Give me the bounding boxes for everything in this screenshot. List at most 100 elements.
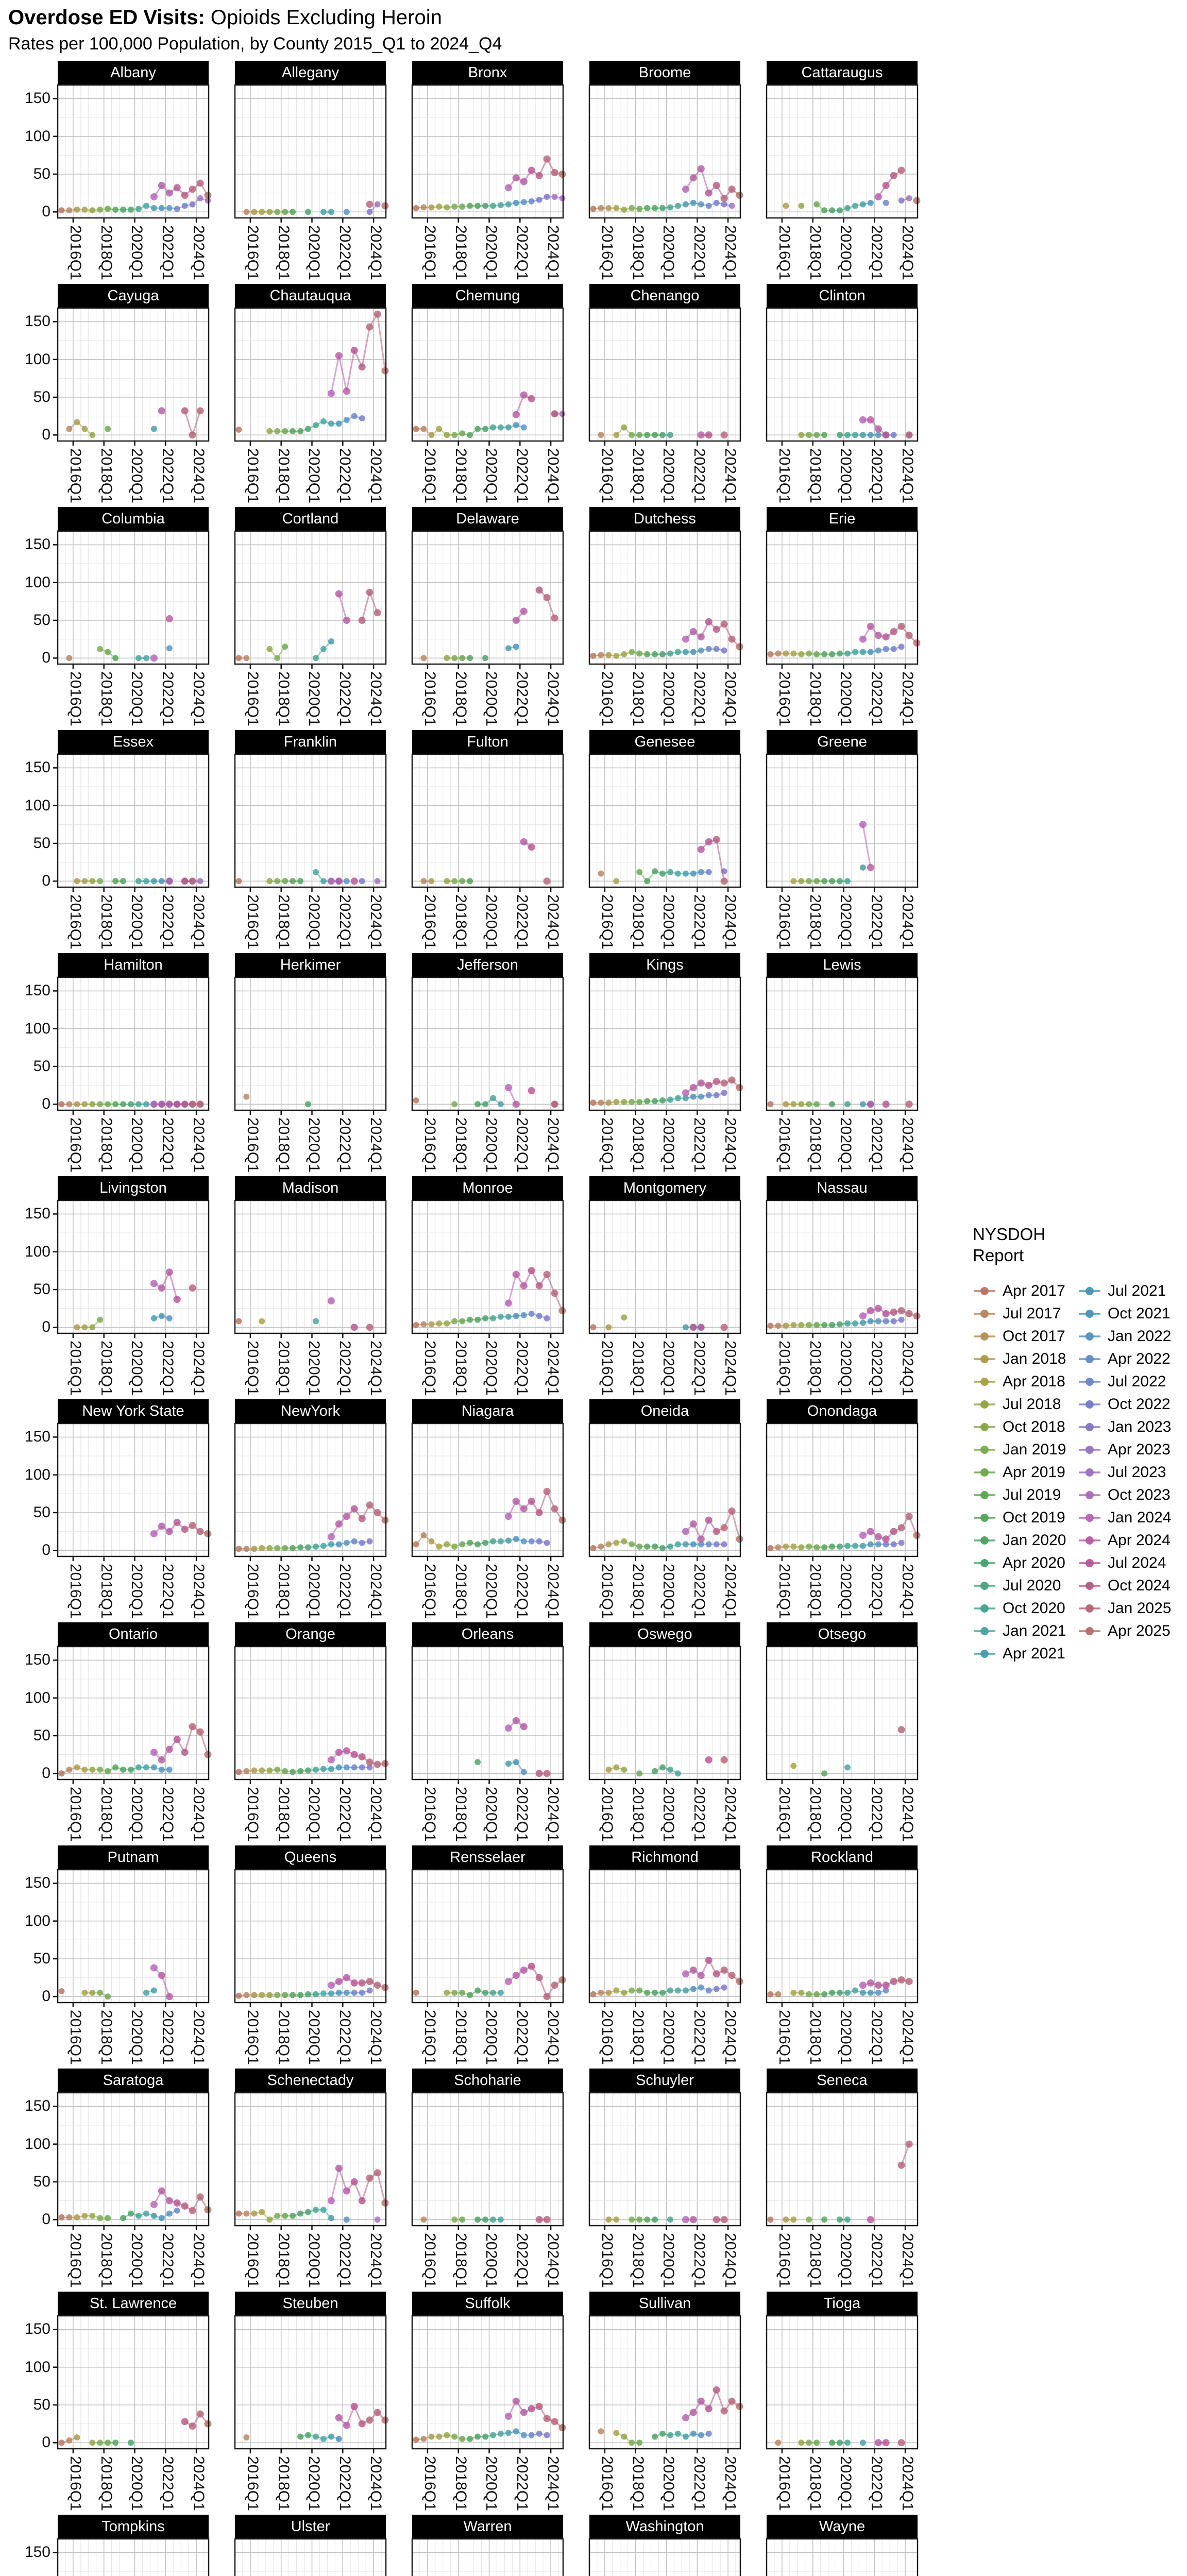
facet-strip: Columbia	[58, 507, 209, 531]
facet-strip: Allegany	[235, 61, 386, 85]
x-tick-label: 2016Q1	[66, 1564, 84, 1619]
facet-strip-label: Madison	[282, 1180, 339, 1196]
x-tick-label: 2024Q1	[722, 671, 739, 726]
legend-entry-label: Jul 2018	[1003, 1395, 1061, 1413]
x-tick-label: 2018Q1	[452, 225, 469, 280]
facet-cell-warren: Warren2016Q12018Q12020Q12022Q12024Q1	[411, 2515, 564, 2576]
facet-strip: Jefferson	[412, 953, 563, 977]
x-tick-label: 2024Q1	[545, 894, 562, 950]
legend-entry: Jul 2023	[1078, 1461, 1183, 1484]
x-tick-label: 2016Q1	[421, 1564, 438, 1619]
x-tick-label: 2016Q1	[598, 1117, 616, 1173]
facet-strip: Clinton	[767, 284, 918, 308]
legend-key-icon	[974, 1626, 995, 1635]
legend-key-icon	[1079, 1309, 1100, 1318]
facet-strip: Monroe	[412, 1176, 563, 1200]
facet-panel-plot	[234, 2538, 387, 2576]
legend-key-icon	[1079, 1490, 1100, 1499]
x-tick-label: 2024Q1	[545, 2456, 562, 2511]
x-tick-label: 2020Q1	[660, 225, 677, 280]
x-tick-label: 2016Q1	[66, 2456, 84, 2511]
facet-panel-plot	[766, 84, 921, 223]
facet-cell-monroe: Monroe 2016Q1 2018Q1 2020Q1 2022Q1 2024Q1	[411, 1176, 566, 1399]
facet-panel-plot	[411, 530, 564, 669]
x-tick-label: 2016Q1	[598, 2010, 616, 2065]
x-tick-label: 2020Q1	[837, 2456, 855, 2511]
x-tick-label: 2022Q1	[159, 894, 177, 950]
facet-panel-plot	[766, 1646, 919, 1784]
x-tick-label: 2020Q1	[483, 2010, 500, 2065]
legend-entry: Oct 2021	[1078, 1302, 1183, 1325]
x-tick-label: 2020Q1	[483, 671, 500, 726]
legend-key-icon	[1079, 1445, 1100, 1454]
legend-entry-label: Jan 2022	[1108, 1327, 1172, 1345]
x-tick-label: 2018Q1	[806, 1117, 824, 1173]
facet-panel-plot	[234, 2092, 389, 2230]
x-tick-label: 2016Q1	[598, 671, 616, 726]
x-tick-label: 2016Q1	[421, 2010, 438, 2065]
facet-panel-plot	[766, 530, 921, 669]
x-tick-label: 2016Q1	[244, 2233, 261, 2288]
legend-entry-label: Jan 2024	[1108, 1509, 1172, 1526]
facet-strip: Otsego	[767, 1622, 918, 1647]
facet-strip: Richmond	[589, 1845, 740, 1870]
facet-strip: Saratoga	[58, 2069, 209, 2093]
y-tick-label: 0	[42, 1318, 50, 1336]
facet-strip: Fulton	[412, 730, 563, 754]
legend-key-icon	[974, 1309, 995, 1318]
facet-panel-plot	[411, 1199, 566, 1338]
facet-cell-chenango: Chenango 2016Q1 2018Q1 2020Q1 2022Q1 2024Q1	[588, 284, 741, 507]
x-tick-label: 2018Q1	[452, 2456, 469, 2511]
x-tick-label: 2022Q1	[868, 671, 886, 726]
x-tick-label: 2016Q1	[244, 2456, 261, 2511]
x-tick-label: 2020Q1	[128, 1117, 146, 1173]
legend-key-icon	[974, 1354, 995, 1363]
x-tick-label: 2018Q1	[629, 1787, 647, 1842]
facet-strip-label: Orange	[285, 1626, 335, 1642]
x-tick-label: 2016Q1	[244, 671, 261, 726]
facet-cell-newyork: NewYork 2016Q1 2018Q1 2020Q1 2022Q1 2024Q1	[234, 1399, 389, 1622]
facet-strip: Tioga	[767, 2292, 918, 2316]
facet-strip: Oneida	[589, 1399, 740, 1423]
facet-cell-saratoga: Saratoga 2016Q1 2018Q1 2020Q1 2022Q1 2024Q1 15…	[25, 2069, 212, 2292]
x-tick-label: 2024Q1	[545, 1341, 562, 1396]
facet-strip-label: Herkimer	[280, 957, 341, 973]
x-tick-label: 2016Q1	[598, 1341, 616, 1396]
facet-panel-plot	[588, 1199, 741, 1338]
facet-panel-plot	[411, 84, 566, 223]
x-tick-label: 2022Q1	[514, 2233, 531, 2288]
y-tick-label: 0	[42, 1541, 50, 1559]
facet-strip-label: NewYork	[281, 1403, 340, 1419]
x-tick-label: 2024Q1	[722, 1117, 739, 1173]
y-tick-label: 0	[42, 2211, 50, 2228]
y-tick-label: 50	[33, 1280, 50, 1298]
x-tick-label: 2016Q1	[598, 1787, 616, 1842]
x-tick-label: 2020Q1	[128, 1564, 146, 1619]
legend-key-icon	[1079, 1604, 1100, 1613]
y-tick-label: 50	[33, 1950, 50, 1967]
facet-panel-plot	[766, 307, 919, 446]
facet-strip-label: Monroe	[462, 1180, 513, 1196]
facet-cell-herkimer: Herkimer 2016Q1 2018Q1 2020Q1 2022Q1 2024Q1	[234, 953, 387, 1176]
facet-panel-plot	[411, 753, 564, 892]
x-tick-label: 2024Q1	[190, 2456, 208, 2511]
facet-strip-label: Tompkins	[101, 2518, 165, 2535]
x-tick-label: 2016Q1	[598, 2456, 616, 2511]
facet-strip: Broome	[589, 61, 740, 85]
y-tick-label: 50	[33, 2396, 50, 2413]
x-tick-label: 2024Q1	[899, 1117, 917, 1173]
x-tick-label: 2018Q1	[275, 1564, 292, 1619]
y-tick-label: 50	[33, 1057, 50, 1075]
x-tick-label: 2022Q1	[336, 225, 354, 280]
x-tick-label: 2024Q1	[899, 448, 917, 503]
x-tick-label: 2018Q1	[97, 894, 115, 950]
legend-entry-label: Jul 2020	[1003, 1577, 1061, 1594]
y-tick-label: 0	[42, 1095, 50, 1113]
x-tick-label: 2024Q1	[545, 1117, 562, 1173]
legend-entry: Apr 2017	[973, 1280, 1078, 1302]
legend-entry: Oct 2024	[1078, 1574, 1183, 1597]
facet-strip-label: Cortland	[282, 511, 339, 527]
x-tick-label: 2024Q1	[722, 225, 739, 280]
facet-cell-franklin: Franklin 2016Q1 2018Q1 2020Q1 2022Q1 2024Q1	[234, 730, 387, 953]
legend-entry: Jul 2018	[973, 1393, 1078, 1416]
